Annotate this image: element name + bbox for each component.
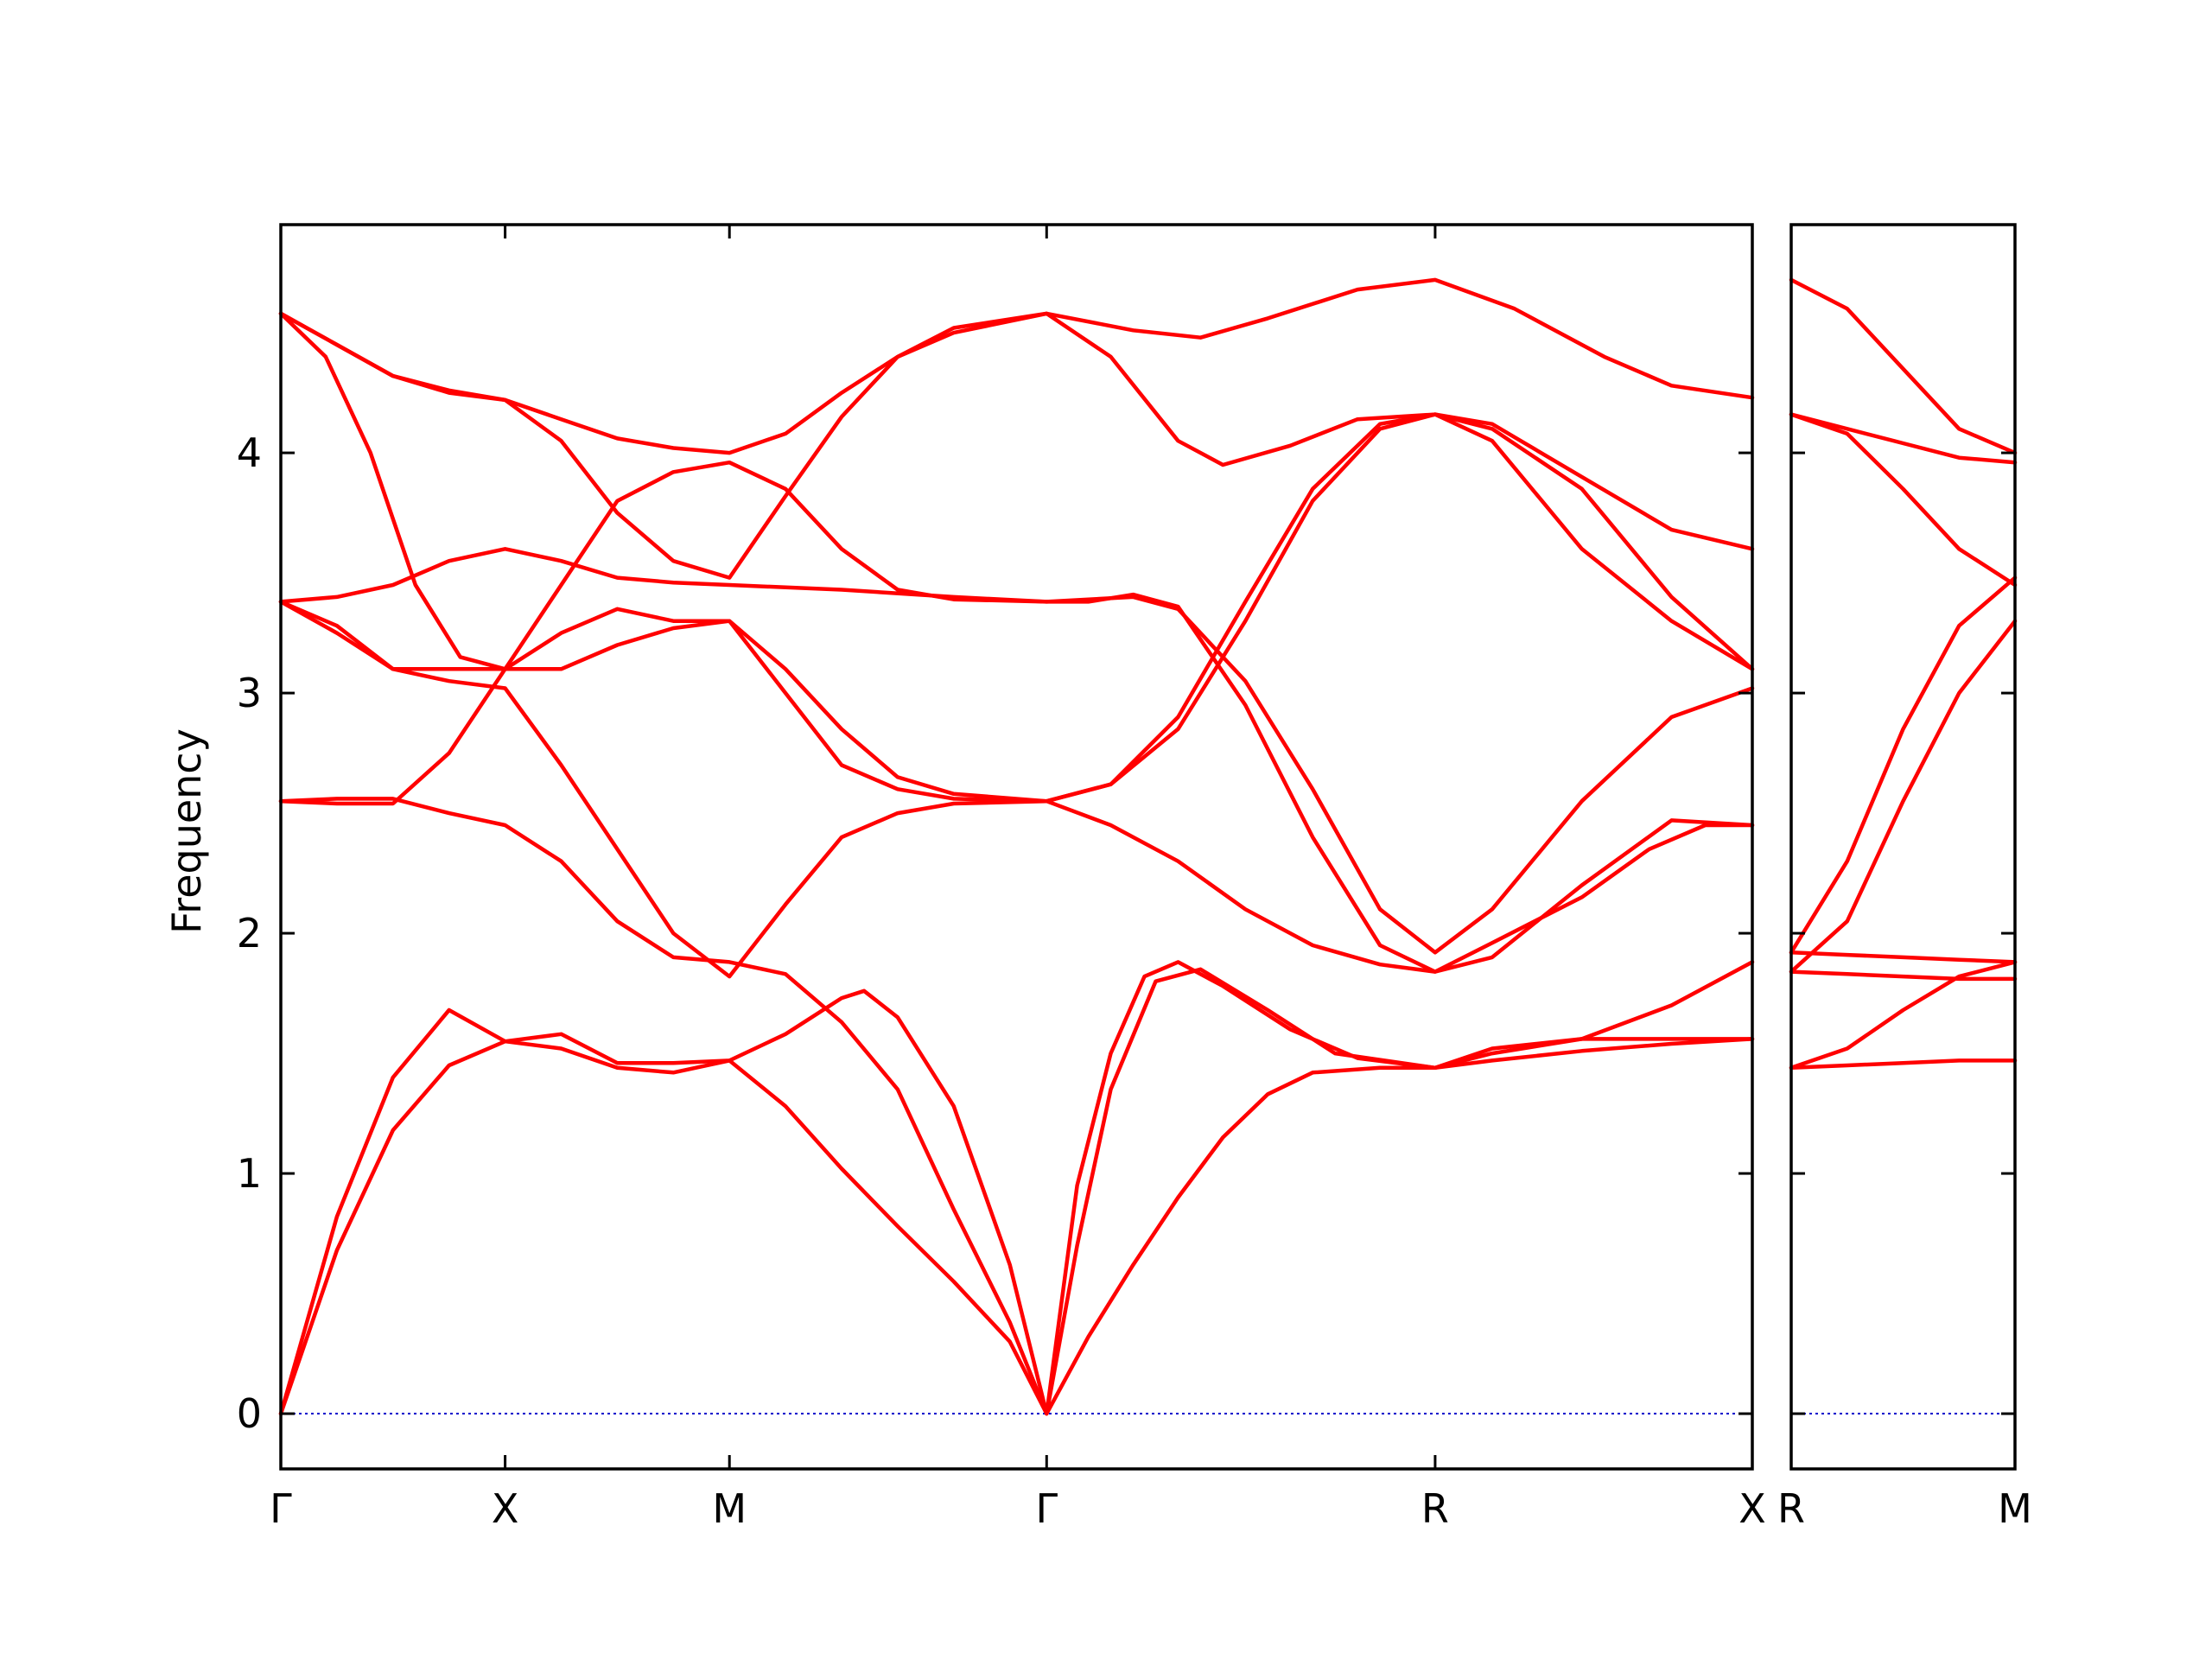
- band-1: [1789, 1058, 2018, 1071]
- x-tick-label: Γ: [270, 1485, 292, 1532]
- y-axis-label: Frequency: [163, 728, 210, 934]
- band-6: [1789, 575, 2018, 955]
- band-4: [1789, 950, 2018, 964]
- x-tick-label: R: [1777, 1485, 1805, 1532]
- band-4: [278, 619, 1755, 974]
- y-tick-label: 4: [237, 429, 262, 476]
- band-2: [1789, 960, 2018, 1071]
- band-7: [278, 277, 1755, 455]
- y-tick-label: 0: [237, 1390, 262, 1437]
- band-9: [1789, 277, 2018, 455]
- plot-frame: [279, 223, 1754, 1471]
- band-7: [1789, 412, 2018, 588]
- band-8: [278, 311, 1755, 804]
- x-tick-label: X: [1738, 1485, 1766, 1532]
- x-tick-label: Γ: [1035, 1485, 1058, 1532]
- band-5: [1789, 619, 2018, 974]
- band-2: [278, 967, 1755, 1416]
- band-1: [278, 1037, 1755, 1416]
- y-tick-label: 3: [237, 670, 262, 716]
- band-10: [278, 460, 1755, 974]
- left-panel: Γ X M Γ R X 0 1 2 3 4: [237, 223, 1766, 1532]
- band-6: [278, 547, 1755, 955]
- x-tick-label: M: [712, 1485, 747, 1532]
- plot-frame: [1789, 223, 2017, 1471]
- band-3: [278, 797, 1755, 1416]
- band-3: [1789, 969, 2018, 982]
- y-tick-label: 2: [237, 910, 262, 957]
- y-tick-label: 1: [237, 1150, 262, 1197]
- band-9: [278, 311, 1755, 671]
- band-8: [1789, 412, 2018, 465]
- x-tick-label: R: [1421, 1485, 1449, 1532]
- x-tick-label: M: [1998, 1485, 2032, 1532]
- band-5: [278, 412, 1755, 979]
- x-tick-label: X: [492, 1485, 519, 1532]
